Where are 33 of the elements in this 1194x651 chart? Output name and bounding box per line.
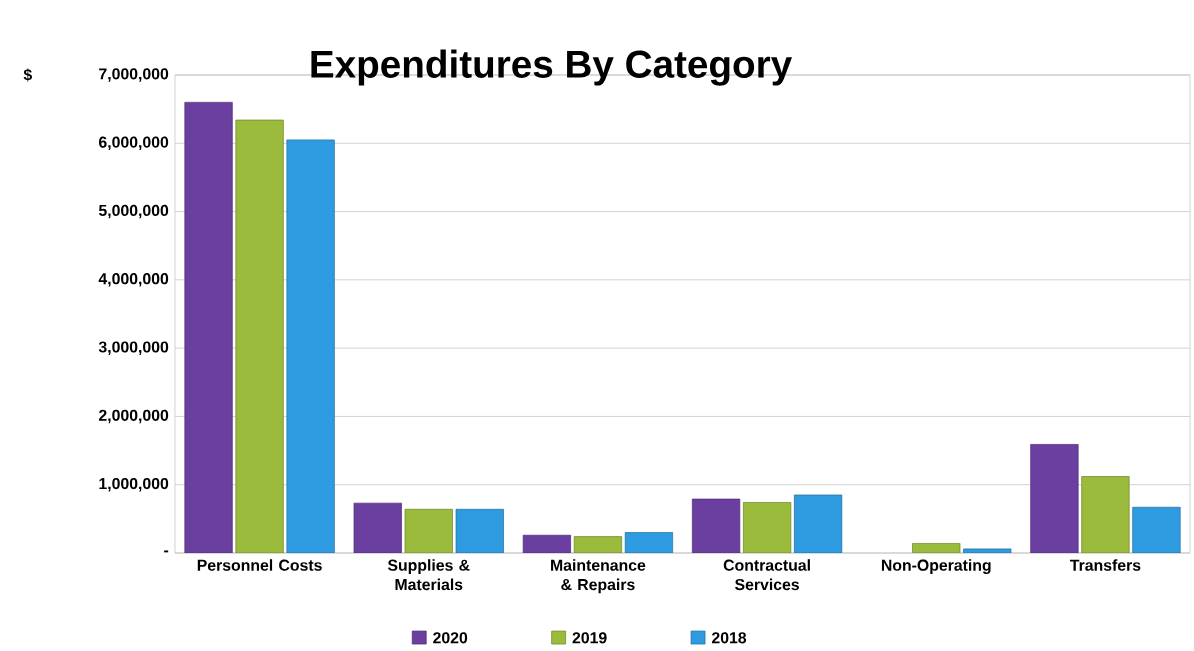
y-axis-title: $: [23, 68, 32, 82]
y-tick-label: 4,000,000: [98, 273, 169, 287]
bar: [742, 502, 792, 553]
bar: [286, 139, 335, 553]
bar: [184, 101, 233, 553]
y-tick-label: 1,000,000: [99, 477, 169, 492]
bar: [691, 498, 741, 553]
y-tick-label: 5,000,000: [98, 204, 169, 219]
chart-title: Expenditures By Category: [311, 49, 792, 86]
bar: [624, 532, 674, 553]
legend-label: 2019: [572, 632, 607, 644]
legend-label: 2018: [711, 632, 747, 644]
bar: [353, 502, 402, 553]
bar: [963, 548, 1012, 553]
y-tick-label: 6,000,000: [99, 136, 169, 151]
bar: [1030, 444, 1079, 553]
x-tick-label: Transfers: [1069, 559, 1141, 571]
y-tick-label: 2,000,000: [98, 409, 169, 424]
y-tick-label: 3,000,000: [98, 341, 169, 355]
legend-label: 2020: [433, 632, 468, 644]
bar: [794, 494, 843, 553]
bar: [404, 508, 453, 553]
bar: [1132, 506, 1181, 553]
x-tick-label: Non-Operating: [881, 559, 991, 575]
x-tick-label: Maintenance & Repairs: [551, 559, 646, 594]
bar: [455, 508, 504, 553]
bar: [235, 119, 284, 553]
y-tick-label: -: [164, 550, 169, 553]
x-tick-label: Personnel Costs: [197, 559, 322, 571]
y-tick-label: 7,000,000: [99, 68, 169, 82]
bar: [1081, 476, 1130, 553]
x-tick-label: Supplies & Materials: [387, 559, 470, 591]
x-tick-label: Contractual Services: [723, 559, 810, 591]
